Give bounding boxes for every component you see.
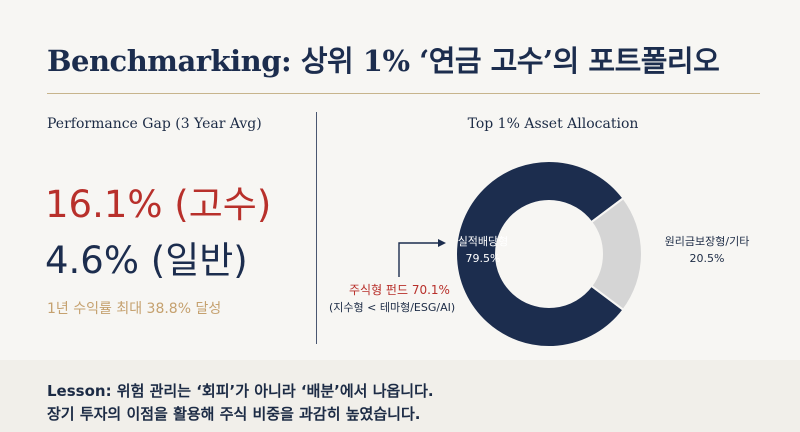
asset-allocation-heading: Top 1% Asset Allocation — [467, 116, 639, 132]
panel-divider — [316, 112, 317, 344]
slice-label-performance: 실적배당형 — [458, 235, 509, 248]
equity-fund-breakdown: (지수형 < 테마형/ESG/AI) — [329, 301, 456, 314]
one-year-return-note: 1년 수익률 최대 38.8% 달성 — [47, 301, 222, 317]
expert-return-value: 16.1% (고수) — [45, 183, 272, 226]
donut-slice-performance — [455, 160, 625, 348]
page-title: Benchmarking: 상위 1% ‘연금 고수’의 포트폴리오 — [47, 44, 720, 78]
lesson-line-2: 장기 투자의 이점을 활용해 주식 비중을 과감히 높였습니다. — [47, 405, 421, 423]
slice-value-performance: 79.5% — [466, 252, 501, 265]
callout-arrow — [398, 239, 446, 277]
average-return-value: 4.6% (일반) — [45, 239, 248, 282]
performance-gap-heading: Performance Gap (3 Year Avg) — [47, 116, 262, 132]
equity-fund-callout: 주식형 펀드 70.1% — [349, 283, 450, 297]
lesson-footer — [0, 360, 800, 432]
title-divider — [47, 93, 760, 94]
donut-slice-guaranteed — [589, 196, 643, 312]
lesson-line-1: Lesson: 위험 관리는 ‘회피’가 아니라 ‘배분’에서 나옵니다. — [47, 382, 434, 400]
donut-slices — [455, 160, 643, 348]
slice-value-guaranteed: 20.5% — [690, 252, 725, 265]
slice-label-guaranteed: 원리금보장형/기타 — [665, 235, 750, 248]
